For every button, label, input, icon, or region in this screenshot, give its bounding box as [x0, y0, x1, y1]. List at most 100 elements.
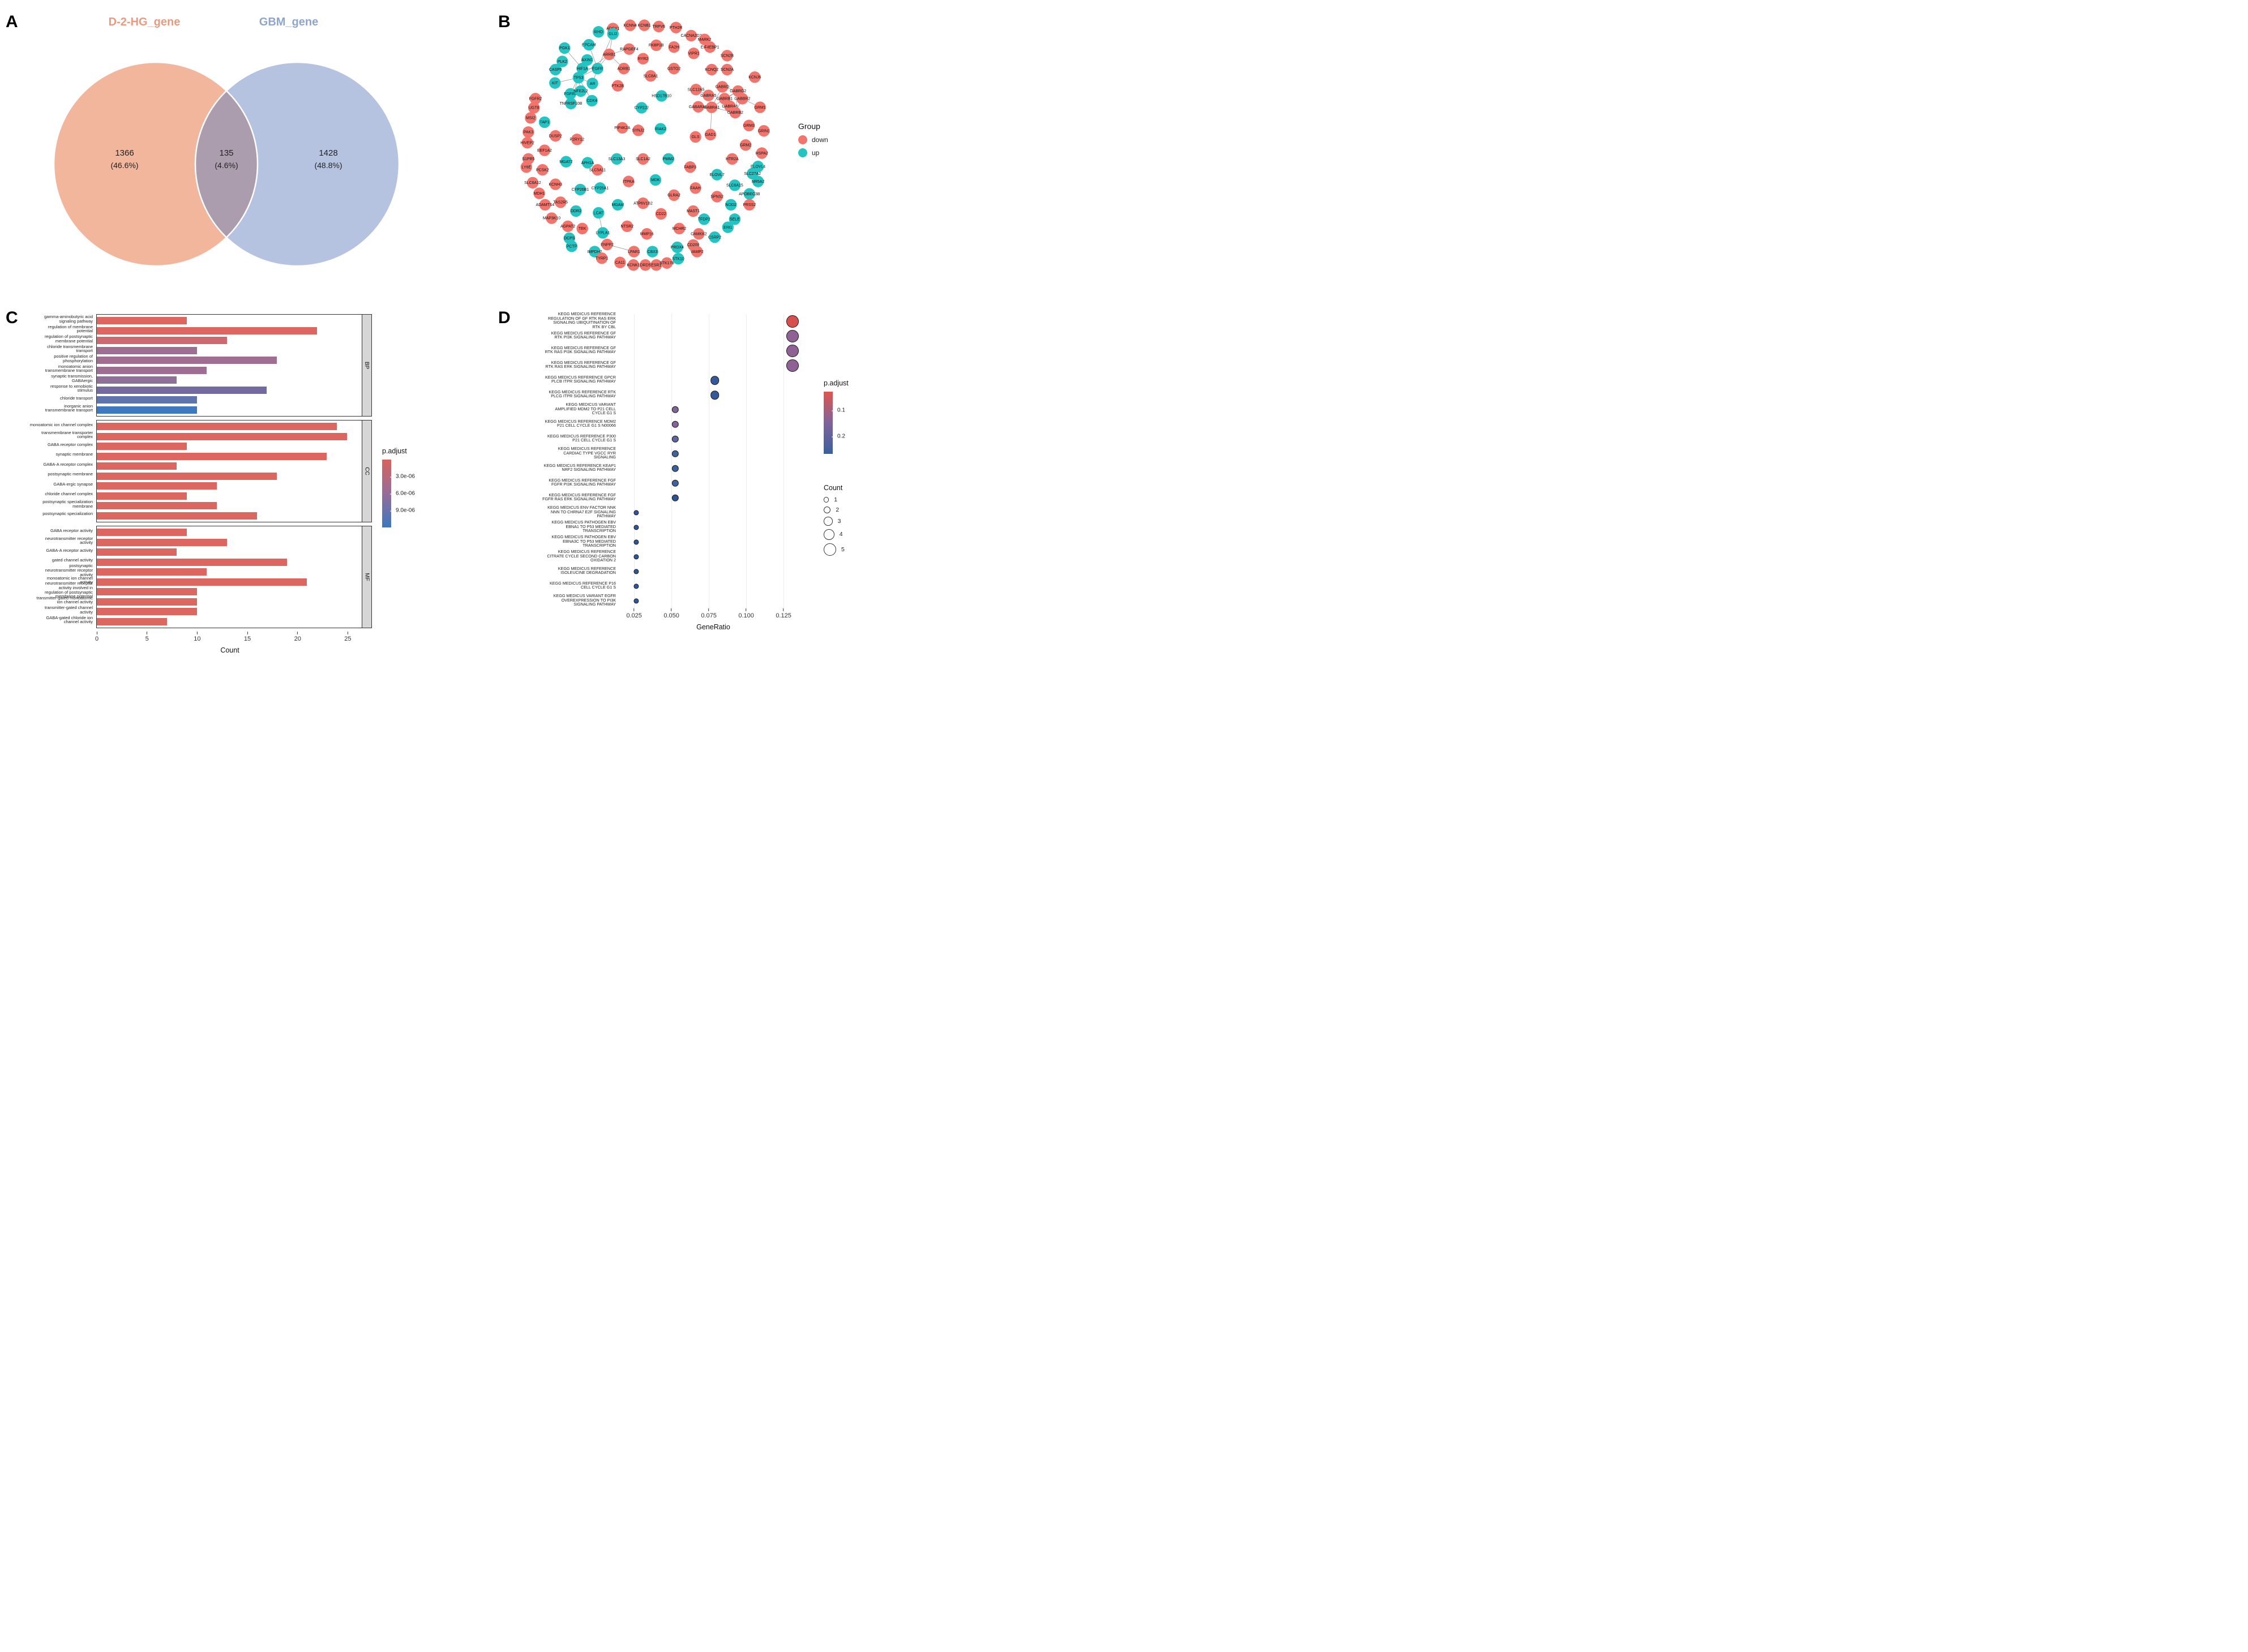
gene-label: ADRB1 — [617, 67, 630, 71]
gene-label: MAST1 — [687, 209, 700, 213]
gene-label: STK17B — [660, 261, 674, 265]
gene-label: AGPAT2 — [560, 225, 575, 229]
facet-strip-MF: MF — [362, 526, 372, 628]
gene-node-SLC6A12 — [526, 177, 539, 189]
kegg-dot — [786, 345, 799, 357]
venn-right-outline — [194, 61, 400, 267]
gene-label: TRPV6 — [653, 25, 666, 29]
go-category-label: postsynaptic neurotransmitter receptor a… — [45, 563, 93, 577]
gene-node-SPNS2 — [711, 191, 723, 203]
kegg-pathway-label: KEGG MEDICUS REFERENCE CITRATE CYCLE SEC… — [547, 548, 616, 563]
gene-label: ENPP2 — [601, 243, 614, 247]
padjust-gradient-bar — [824, 392, 833, 454]
gene-label: FAAH — [691, 187, 701, 191]
go-category-label: transmembrane transporter complex — [41, 430, 93, 440]
kegg-pathway-label: KEGG MEDICUS PATHOGEN EBV EBNA3C TO P53 … — [551, 534, 616, 548]
gene-node-ADAMTS4 — [539, 199, 551, 211]
gene-node-TAP1 — [538, 116, 551, 128]
gene-node-DUSP2 — [549, 130, 562, 142]
kegg-pathway-label: KEGG MEDICUS REFERENCE GF RTK PI3K SIGNA… — [551, 330, 616, 340]
gene-label: SLC8A1 — [643, 74, 658, 78]
kegg-pathway-label: KEGG MEDICUS REFERENCE FGF FGFR RAS ERK … — [542, 492, 616, 502]
gene-label: NOD2 — [726, 203, 737, 207]
kegg-legends: p.adjust 0.1 0.2 Count 1 2 3 4 5 — [824, 314, 892, 659]
gene-node-CA11 — [614, 256, 626, 268]
gene-label: EGFR — [592, 67, 603, 71]
gene-node-KCNJ6 — [749, 71, 761, 83]
legend-label: up — [812, 149, 820, 157]
count-circle — [824, 497, 829, 503]
go-category-label: monoatomic anion transmembrane transport — [45, 363, 93, 374]
gene-label: PAK3 — [524, 131, 533, 135]
gene-label: GRM3 — [743, 124, 755, 128]
kegg-row: KEGG MEDICUS REFERENCE GF RTK RAS ERK SI… — [498, 358, 894, 373]
gene-node-EPCAM — [583, 38, 595, 51]
gene-node-SCN2A — [721, 63, 733, 76]
gene-label: CD200 — [687, 243, 700, 247]
kegg-row: KEGG MEDICUS REFERENCE P16 CELL CYCLE G1… — [498, 579, 894, 594]
gene-label: KIT — [552, 81, 559, 85]
gene-label: SPNS2 — [710, 195, 723, 199]
gene-label: RHO — [594, 31, 603, 35]
padjust-tick: 0.1 — [832, 407, 845, 414]
gene-label: CSRP2 — [708, 235, 721, 239]
gene-node-CAMKK2 — [693, 228, 705, 240]
kegg-padjust-legend: p.adjust 0.1 0.2 — [824, 379, 849, 454]
gene-node-MMP16 — [641, 228, 653, 240]
kegg-count-legend: Count 1 2 3 4 5 — [824, 484, 845, 559]
legend-swatch — [798, 148, 807, 157]
go-category-label: GABA-A receptor complex — [43, 461, 93, 467]
gene-label: SCN2B — [721, 54, 734, 58]
gene-label: FABP3 — [684, 165, 696, 169]
go-category-label: positive regulation of phosphorylation — [54, 354, 93, 363]
gene-node-EIF4EBP1 — [704, 41, 716, 53]
gene-label: GRM1 — [755, 106, 766, 110]
go-bar — [97, 502, 217, 510]
gene-label: MGAM — [611, 203, 624, 207]
count-label: 3 — [837, 518, 841, 525]
kegg-dot — [786, 315, 799, 328]
venn-right-pct: (48.8%) — [314, 161, 342, 170]
go-category-label: monoatomic ion channel complex — [29, 422, 93, 427]
gene-label: ITPKA — [623, 180, 634, 184]
gridline — [746, 314, 747, 608]
gene-node-PCTP — [566, 240, 578, 252]
kegg-dot — [633, 510, 639, 516]
go-category-label: synaptic transmission, GABAergic — [51, 374, 93, 383]
go-bar — [97, 568, 207, 576]
gene-label: MAP3K10 — [543, 217, 560, 221]
gene-label: GABBR2 — [734, 97, 750, 101]
kegg-dot — [671, 494, 679, 502]
gene-label: FA2H — [669, 45, 679, 49]
padjust-gradient-bar — [382, 460, 391, 527]
gene-label: GABARAP — [689, 105, 708, 109]
go-bar — [97, 337, 227, 345]
gene-label: MARK2 — [698, 38, 712, 42]
gene-label: KCNN4 — [623, 24, 637, 28]
gene-label: EEF1A2 — [537, 149, 552, 153]
gene-node-STK17B — [661, 257, 673, 269]
gene-node-TEK — [576, 222, 588, 235]
network-legend-title: Group — [798, 122, 820, 131]
kegg-pathway-label: KEGG MEDICUS REFERENCE RTK PLCG ITPR SIG… — [549, 389, 616, 399]
go-category-label: GABA receptor complex — [47, 441, 93, 447]
gene-label: SLC13A3 — [609, 157, 626, 161]
gene-node-ATP6V1B2 — [637, 197, 649, 209]
kegg-dot — [671, 479, 679, 487]
gene-label: RYR2 — [638, 57, 649, 61]
go-bar — [97, 598, 197, 606]
go-category-label: neurotransmitter receptor activity — [45, 535, 93, 546]
gene-node-SLC5A11 — [592, 164, 603, 176]
go-category-label: GABA-gated chloride ion channel activity — [46, 615, 93, 625]
gene-label: GRM2 — [740, 143, 751, 147]
gene-label: MMP16 — [640, 232, 654, 236]
gene-node-FABP3 — [684, 161, 696, 173]
gene-label: PTH2R — [670, 26, 683, 30]
legend-title-padjust: p.adjust — [824, 379, 849, 387]
gene-node-ERI1 — [722, 221, 734, 233]
gene-label: KCNB1 — [638, 24, 651, 28]
venn-left-pct: (46.6%) — [110, 161, 139, 170]
venn-mid-pct: (4.6%) — [215, 161, 238, 170]
gene-node-MSI2 — [525, 112, 537, 124]
padjust-tick: 6.0e-06 — [390, 490, 415, 497]
